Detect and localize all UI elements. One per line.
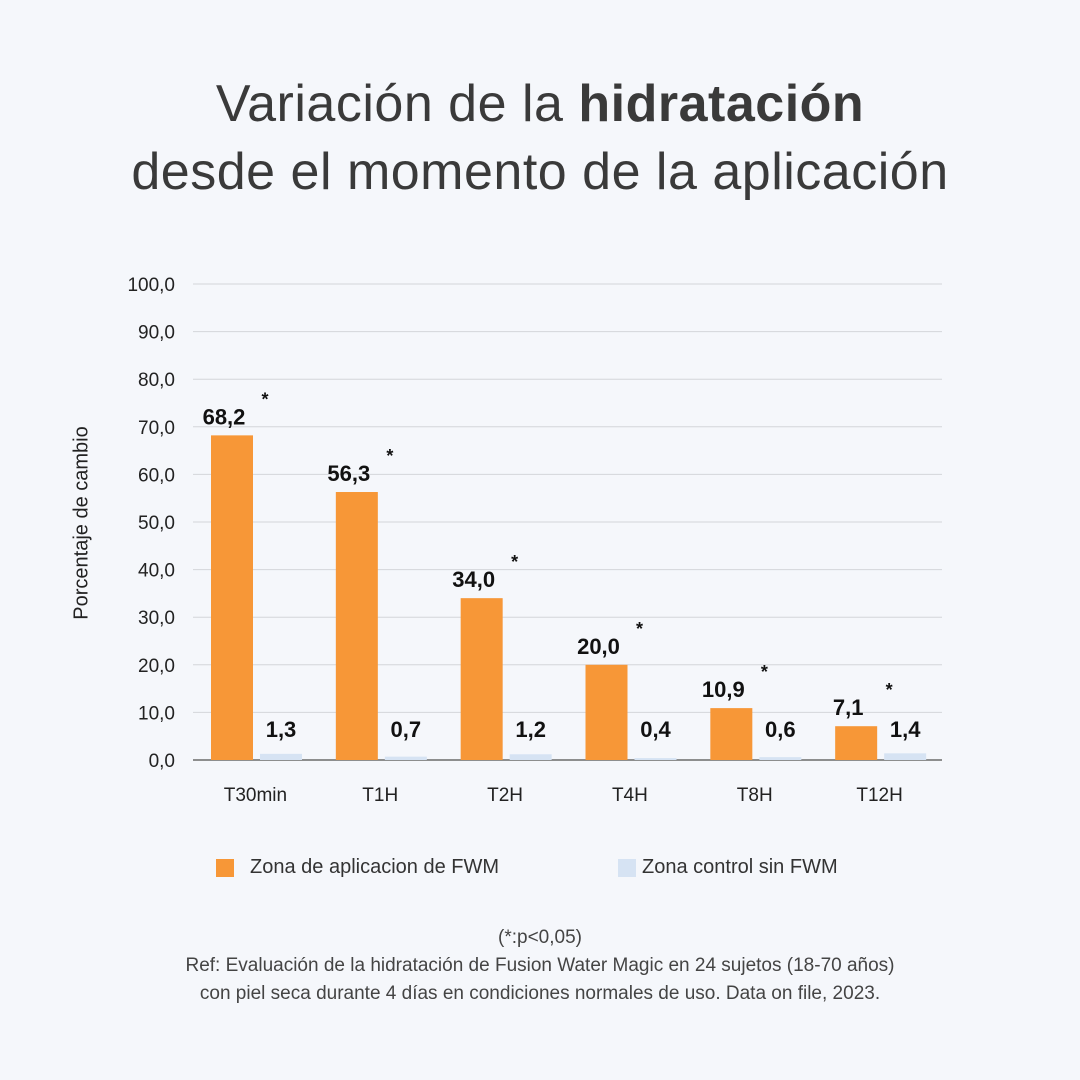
data-label-fwm: 20,0	[577, 634, 620, 659]
legend-item-fwm: Zona de aplicacion de FWM	[216, 856, 499, 879]
bar-fwm	[211, 435, 253, 760]
legend-label-fwm: Zona de aplicacion de FWM	[250, 856, 500, 878]
data-label-fwm: 68,2	[203, 404, 246, 429]
bar-fwm	[710, 708, 753, 760]
bar-control	[384, 756, 427, 760]
data-label-fwm: 56,3	[327, 461, 370, 486]
x-tick-label: T2H	[487, 785, 523, 806]
data-label-control: 1,4	[890, 717, 921, 742]
title-line2: desde el momento de la aplicación	[131, 143, 949, 201]
significance-marker: *	[261, 389, 268, 409]
y-tick-label: 40,0	[138, 561, 175, 582]
y-tick-label: 70,0	[138, 418, 175, 439]
x-tick-label: T12H	[856, 785, 902, 806]
y-tick-label: 50,0	[138, 513, 175, 534]
legend-item-control: Zona control sin FWM	[618, 856, 838, 879]
bar-fwm	[460, 598, 503, 760]
legend-swatch-control	[618, 858, 636, 877]
page-title: Variación de la hidratación desde el mom…	[0, 70, 1080, 206]
legend: Zona de aplicacion de FWM Zona control s…	[0, 856, 1080, 886]
data-label-fwm: 7,1	[833, 695, 864, 720]
bar-control	[634, 758, 677, 760]
significance-marker: *	[761, 662, 768, 682]
data-label-control: 0,7	[391, 717, 422, 742]
y-tick-label: 10,0	[138, 703, 175, 724]
x-tick-label: T4H	[612, 785, 648, 806]
bar-control	[884, 753, 927, 760]
bar-fwm	[585, 664, 628, 760]
y-tick-label: 20,0	[138, 656, 175, 677]
footnote: (*:p<0,05) Ref: Evaluación de la hidrata…	[0, 924, 1080, 1008]
bar-fwm	[335, 492, 378, 760]
data-label-control: 1,3	[266, 717, 297, 742]
legend-swatch-fwm	[216, 858, 234, 877]
y-tick-label: 90,0	[138, 323, 175, 344]
data-label-control: 1,2	[515, 717, 546, 742]
y-tick-label: 80,0	[138, 370, 175, 391]
x-tick-label: T8H	[737, 785, 773, 806]
reference-line-2: con piel seca durante 4 días en condicio…	[199, 983, 881, 1004]
significance-note: (*:p<0,05)	[498, 927, 582, 948]
y-tick-label: 100,0	[127, 275, 175, 296]
bar-control	[759, 757, 802, 760]
significance-marker: *	[636, 619, 643, 639]
significance-marker: *	[886, 680, 893, 700]
y-tick-label: 60,0	[138, 465, 175, 486]
data-label-fwm: 34,0	[452, 567, 495, 592]
title-part1: Variación de la	[215, 75, 579, 133]
data-label-control: 0,6	[765, 717, 796, 742]
legend-label-control: Zona control sin FWM	[642, 856, 838, 878]
x-tick-label: T1H	[362, 785, 398, 806]
y-tick-label: 0,0	[149, 751, 175, 772]
reference-line-1: Ref: Evaluación de la hidratación de Fus…	[185, 955, 895, 976]
title-bold: hidratación	[578, 75, 865, 133]
significance-marker: *	[386, 446, 393, 466]
bar-control	[509, 754, 552, 760]
data-label-control: 0,4	[640, 717, 671, 742]
x-tick-label: T30min	[224, 785, 287, 806]
data-label-fwm: 10,9	[702, 677, 745, 702]
bar-fwm	[835, 726, 878, 760]
y-tick-label: 30,0	[138, 608, 175, 629]
bar-control	[260, 753, 302, 760]
significance-marker: *	[511, 552, 518, 572]
